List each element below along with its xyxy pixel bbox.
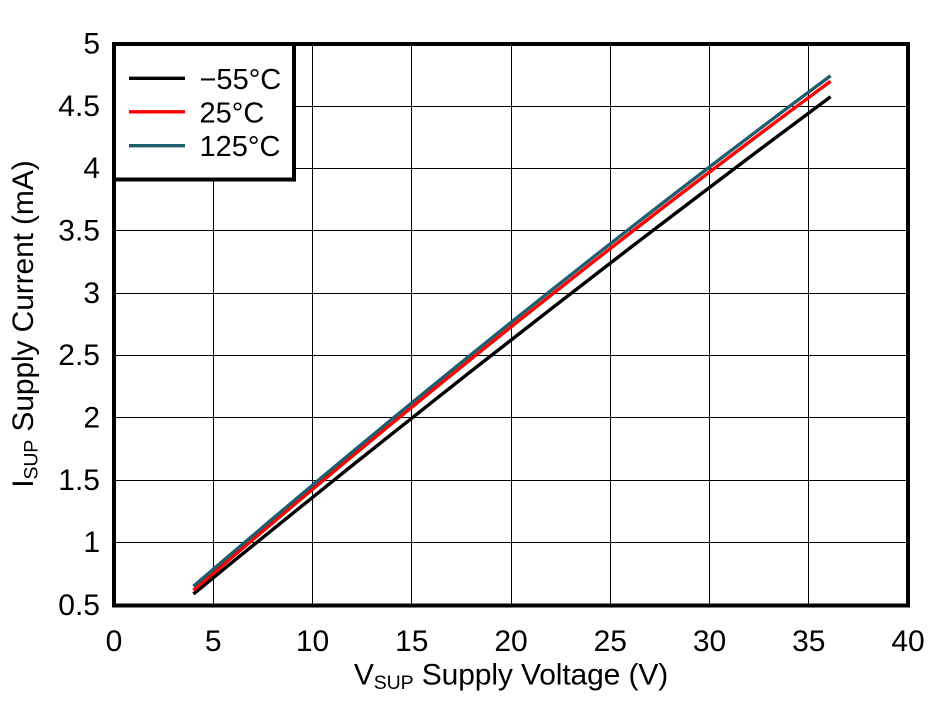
svg-text:20: 20 [494, 625, 527, 658]
svg-text:2.5: 2.5 [58, 339, 100, 372]
svg-text:0.5: 0.5 [58, 589, 100, 622]
svg-text:0: 0 [106, 625, 123, 658]
svg-text:1.5: 1.5 [58, 464, 100, 497]
svg-text:10: 10 [296, 625, 329, 658]
svg-text:35: 35 [792, 625, 825, 658]
svg-text:−55°C: −55°C [200, 64, 282, 96]
svg-text:25°C: 25°C [200, 98, 265, 130]
svg-text:ISUP Supply Current (mA): ISUP Supply Current (mA) [7, 160, 43, 487]
svg-text:3.5: 3.5 [58, 215, 100, 248]
svg-text:5: 5 [205, 625, 222, 658]
svg-text:4: 4 [83, 152, 100, 185]
svg-text:25: 25 [594, 625, 627, 658]
svg-text:4.5: 4.5 [58, 90, 100, 123]
svg-text:1: 1 [83, 526, 100, 559]
svg-text:3: 3 [83, 277, 100, 310]
svg-text:5: 5 [83, 28, 100, 61]
svg-text:15: 15 [395, 625, 428, 658]
svg-text:30: 30 [693, 625, 726, 658]
svg-text:40: 40 [891, 625, 924, 658]
svg-text:2: 2 [83, 402, 100, 435]
svg-text:125°C: 125°C [200, 131, 281, 163]
